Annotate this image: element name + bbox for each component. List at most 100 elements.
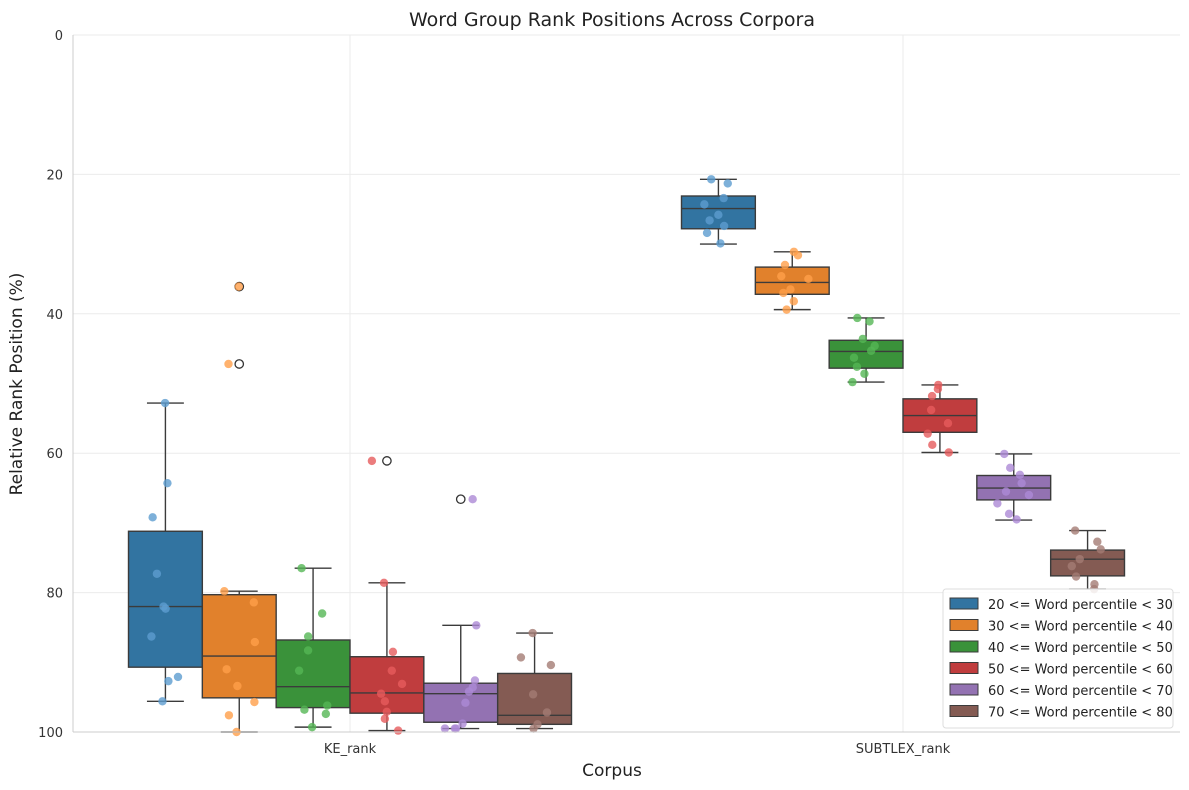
box xyxy=(275,639,351,709)
data-point xyxy=(173,672,183,682)
data-point xyxy=(397,679,407,689)
data-point xyxy=(224,711,234,720)
data-point xyxy=(793,251,803,260)
data-point xyxy=(719,221,729,231)
legend-swatch xyxy=(949,705,979,717)
legend-label: 50 <= Word percentile < 60 xyxy=(988,663,1173,678)
data-point xyxy=(1015,470,1025,480)
data-point xyxy=(468,495,477,504)
x-tick-label: KE_rank xyxy=(324,742,377,757)
data-point xyxy=(516,653,526,662)
data-point xyxy=(853,313,862,323)
data-point xyxy=(1024,490,1034,500)
data-point xyxy=(317,609,327,618)
data-point xyxy=(529,724,538,733)
data-point xyxy=(461,698,470,707)
data-point xyxy=(393,726,403,735)
data-point xyxy=(440,724,450,733)
x-tick-label: SUBTLEX_rank xyxy=(856,742,951,757)
data-point xyxy=(782,305,791,314)
data-point xyxy=(927,391,937,401)
y-tick-label: 60 xyxy=(46,447,63,462)
data-point xyxy=(858,334,868,344)
data-point xyxy=(464,687,474,696)
outlier-marker xyxy=(455,494,466,505)
data-point xyxy=(849,353,859,362)
legend-label: 70 <= Word percentile < 80 xyxy=(988,706,1173,721)
outlier-marker xyxy=(234,359,245,369)
data-point xyxy=(307,722,317,732)
box xyxy=(127,530,204,668)
data-point xyxy=(719,193,728,203)
y-tick-label: 100 xyxy=(38,726,63,741)
data-point xyxy=(928,440,937,450)
data-point xyxy=(993,499,1002,508)
data-point xyxy=(472,621,481,630)
data-point xyxy=(926,405,936,415)
legend-box xyxy=(942,588,1174,729)
axes: 0 20 40 60 80 100 KE_rank SUBTLEX_rank xyxy=(38,29,1180,757)
data-point xyxy=(294,666,304,675)
data-point xyxy=(860,369,869,378)
legend-label: 40 <= Word percentile < 50 xyxy=(988,641,1173,656)
data-point xyxy=(379,578,389,588)
data-point xyxy=(852,362,862,371)
data-point xyxy=(1071,572,1081,581)
data-point xyxy=(779,288,788,298)
data-point xyxy=(250,697,259,707)
box xyxy=(828,339,904,369)
legend-swatch xyxy=(949,597,979,610)
legend-swatch xyxy=(949,662,979,674)
data-point xyxy=(380,697,390,706)
x-axis-label: Corpus xyxy=(582,761,642,781)
data-point xyxy=(380,714,390,723)
data-point xyxy=(323,701,332,710)
data-point xyxy=(158,697,167,706)
data-point xyxy=(388,647,398,657)
y-tick-label: 20 xyxy=(46,168,63,183)
data-point xyxy=(705,216,714,225)
data-point xyxy=(923,429,932,438)
data-point xyxy=(148,513,157,522)
legend-label: 20 <= Word percentile < 30 xyxy=(988,598,1173,613)
data-point xyxy=(707,175,716,184)
data-point xyxy=(528,628,537,638)
data-point xyxy=(1001,487,1011,496)
data-point xyxy=(249,598,259,607)
data-point xyxy=(303,646,313,655)
data-point xyxy=(944,448,953,457)
data-point xyxy=(716,239,725,248)
data-point xyxy=(1012,515,1021,524)
data-point xyxy=(147,632,156,641)
legend-label: 60 <= Word percentile < 70 xyxy=(988,684,1173,699)
legend-swatch xyxy=(949,683,979,696)
data-point xyxy=(376,689,386,698)
data-point xyxy=(470,676,480,685)
data-point xyxy=(789,297,799,306)
data-point xyxy=(723,179,732,188)
data-point xyxy=(382,707,391,716)
box xyxy=(1049,549,1126,577)
data-point xyxy=(1096,545,1105,554)
y-tick-label: 40 xyxy=(46,308,63,323)
data-point xyxy=(1093,537,1102,546)
data-point xyxy=(222,665,231,674)
data-point xyxy=(702,228,712,238)
data-point xyxy=(786,285,795,294)
data-point xyxy=(804,274,813,284)
data-point xyxy=(164,676,173,686)
y-tick-label: 80 xyxy=(46,587,63,602)
data-point xyxy=(152,569,162,578)
data-point xyxy=(865,317,874,326)
data-point xyxy=(300,705,309,714)
data-point xyxy=(714,210,723,220)
data-point xyxy=(451,724,461,733)
y-axis-label: Relative Rank Position (%) xyxy=(7,273,27,496)
data-point xyxy=(1017,478,1026,488)
data-point xyxy=(161,604,170,613)
data-point xyxy=(933,384,943,394)
data-point xyxy=(321,709,331,719)
data-point xyxy=(546,660,556,670)
box xyxy=(201,593,277,699)
